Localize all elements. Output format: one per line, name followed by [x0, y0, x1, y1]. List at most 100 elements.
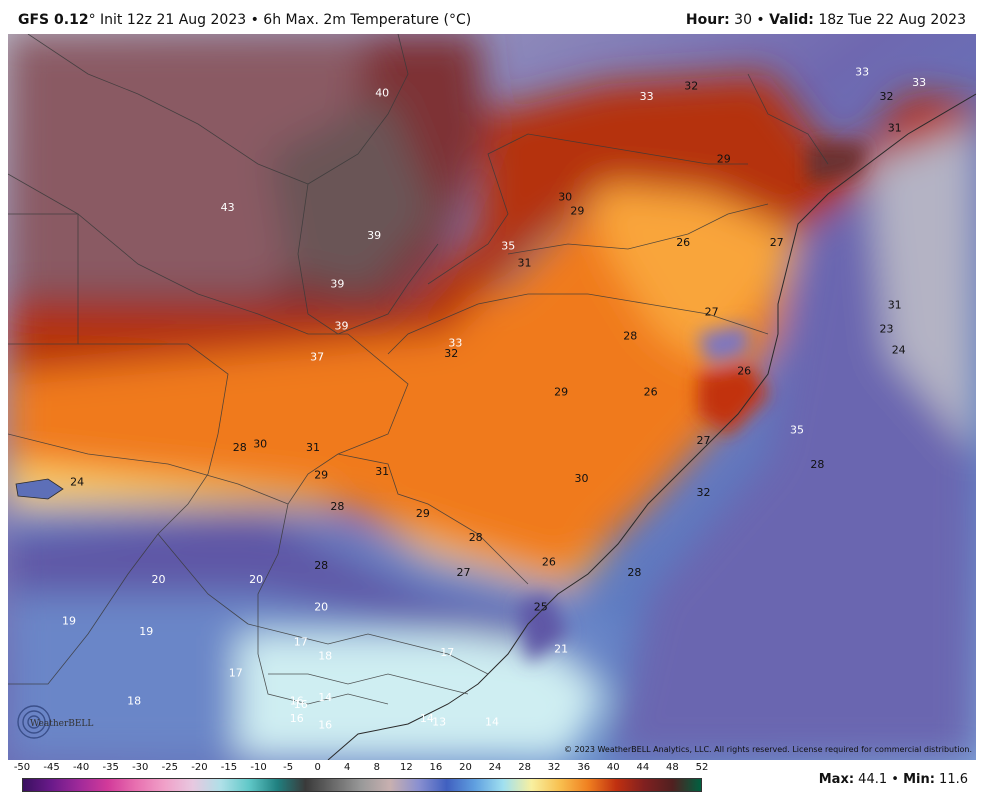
temperature-label: 18: [318, 649, 332, 662]
temperature-label: 35: [501, 239, 515, 252]
temperature-label: 20: [314, 601, 328, 614]
temperature-label: 29: [416, 507, 430, 520]
colorbar-tick-label: -30: [132, 762, 149, 773]
temperature-label: 28: [314, 559, 328, 572]
hour-value: 30 •: [729, 12, 770, 28]
valid-label: Valid:: [769, 12, 814, 28]
temperature-label: 39: [330, 278, 344, 291]
coastline: [327, 93, 976, 760]
temperature-label: 32: [684, 80, 698, 93]
max-value: 44.1 •: [854, 772, 904, 787]
colorbar-tick-label: -20: [191, 762, 208, 773]
temperature-label: 28: [623, 330, 637, 343]
colorbar-tick-label: 4: [344, 762, 351, 773]
weatherbell-logo: WeatherBELL: [12, 700, 102, 744]
temperature-label: 43: [221, 201, 235, 214]
colorbar-tick-label: 20: [459, 762, 472, 773]
min-label: Min:: [903, 772, 935, 787]
temperature-label: 32: [697, 486, 711, 499]
colorbar-tick-label: -40: [72, 762, 90, 773]
colorbar-tick-label: 12: [399, 762, 413, 773]
temperature-label: 24: [892, 344, 906, 357]
temperature-label: 17: [294, 635, 308, 648]
hour-label: Hour:: [685, 12, 730, 28]
temperature-label: 13: [432, 715, 446, 728]
temperature-label: 17: [229, 667, 243, 680]
temperature-label: 20: [249, 573, 263, 586]
max-label: Max:: [818, 772, 855, 787]
temperature-label: 28: [330, 500, 344, 513]
logo-text: WeatherBELL: [30, 719, 93, 729]
colorbar-tick-label: 44: [636, 762, 650, 773]
header: GFS 0.12° Init 12z 21 Aug 2023 • 6h Max.…: [0, 0, 984, 34]
pale-zone: [238, 634, 608, 760]
colorbar-tick-label: -25: [161, 762, 178, 773]
temperature-label: 29: [570, 205, 584, 218]
temperature-label: 30: [575, 472, 589, 485]
temperature-label: 25: [534, 601, 548, 614]
lake: [15, 478, 64, 500]
colorbar-tick-label: -10: [250, 762, 267, 773]
temperature-label: 28: [810, 458, 824, 471]
temperature-label: 16: [290, 694, 304, 707]
hot-spot-ne: [808, 144, 868, 184]
colorbar-tick-label: 32: [547, 762, 561, 773]
temperature-label: 31: [375, 465, 389, 478]
hot-spot-coast: [698, 364, 768, 434]
colorbar-tick-label: 40: [606, 762, 620, 773]
temperature-label: 27: [770, 236, 784, 249]
temperature-label: 39: [335, 319, 349, 332]
colorbar-tick-label: -15: [220, 762, 238, 773]
temperature-label: 30: [558, 191, 572, 204]
temperature-label: 26: [676, 236, 690, 249]
colorbar-tick-label: -35: [102, 762, 119, 773]
temperature-label: 29: [717, 153, 731, 166]
temperature-label: 16: [318, 719, 332, 732]
temperature-label: 32: [444, 347, 458, 360]
colorbar-tick-label: 16: [429, 762, 443, 773]
temperature-label: 27: [705, 305, 719, 318]
colorbar-ticks: -50 -45 -40 -35 -30 -25 -20 -15 -10 -5 0 4 8 12 16 20 24…: [14, 762, 709, 776]
mauve-interior: [8, 34, 368, 294]
temperature-label: 14: [420, 712, 434, 725]
copyright-notice: © 2023 WeatherBELL Analytics, LLC. All r…: [564, 745, 972, 754]
colorbar-tick-label: 24: [488, 762, 502, 773]
temperature-label: 30: [253, 437, 267, 450]
colorbar-tick-label: 48: [666, 762, 679, 773]
temperature-label: 31: [888, 298, 902, 311]
temperature-label: 29: [554, 385, 568, 398]
temperature-label: 39: [367, 229, 381, 242]
temperature-label: 29: [314, 469, 328, 482]
header-title: GFS 0.12° Init 12z 21 Aug 2023 • 6h Max.…: [18, 12, 471, 28]
temperature-label: 18: [127, 694, 141, 707]
colorbar-tick-label: 52: [695, 762, 709, 773]
temperature-label: 20: [152, 573, 166, 586]
cool-lagoon-south: [518, 594, 568, 664]
temperature-label: 35: [790, 424, 804, 437]
colorbar-tick-label: 36: [577, 762, 591, 773]
gray-ocean-ne: [868, 124, 976, 454]
temperature-label: 40: [375, 87, 389, 100]
temperature-label: 31: [888, 121, 902, 134]
temperature-label: 26: [644, 385, 658, 398]
political-borders: [8, 34, 829, 705]
orange-zone: [8, 134, 798, 579]
temperature-label: 32: [880, 90, 894, 103]
temperature-label: 33: [855, 66, 869, 79]
colorbar-tick-label: -5: [283, 762, 294, 773]
temperature-label: 16: [294, 698, 308, 711]
temperature-label: 27: [697, 434, 711, 447]
temperature-label: 31: [518, 257, 532, 270]
cool-lagoon: [698, 324, 748, 364]
temperature-label: 17: [440, 646, 454, 659]
temperature-label: 31: [306, 441, 320, 454]
temperature-label: 28: [469, 531, 483, 544]
valid-value: 18z Tue 22 Aug 2023: [813, 12, 966, 28]
temperature-label: 27: [457, 566, 471, 579]
colorbar-gradient: [22, 778, 702, 792]
temperature-label: 21: [554, 642, 568, 655]
temperature-label: 19: [139, 625, 153, 638]
model-name: GFS 0.12: [18, 12, 89, 28]
temperature-label: 26: [542, 556, 556, 569]
colorbar: -50 -45 -40 -35 -30 -25 -20 -15 -10 -5 0 4 8 12 16 20 24…: [14, 762, 709, 802]
